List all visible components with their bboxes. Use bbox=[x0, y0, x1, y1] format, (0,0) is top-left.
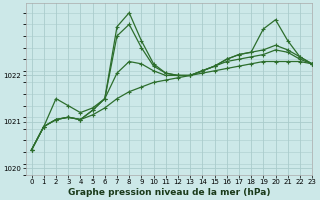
X-axis label: Graphe pression niveau de la mer (hPa): Graphe pression niveau de la mer (hPa) bbox=[68, 188, 270, 197]
